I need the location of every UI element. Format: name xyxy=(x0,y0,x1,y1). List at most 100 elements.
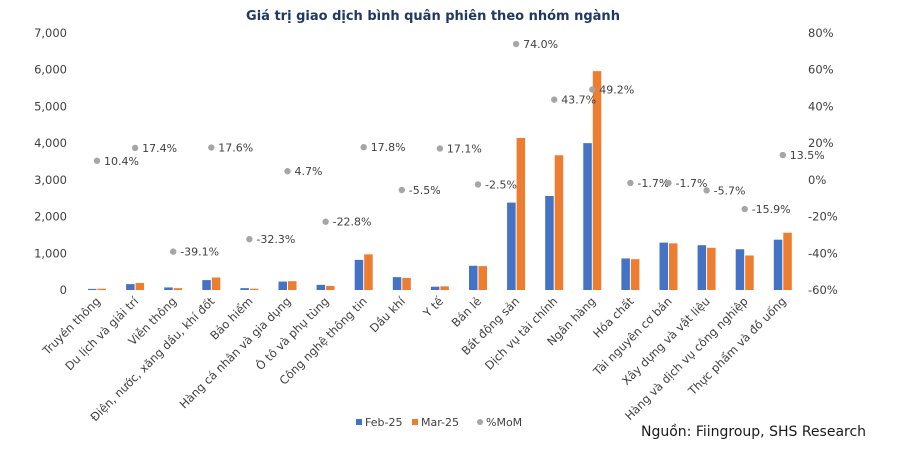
legend: Feb-25 Mar-25 %MoM xyxy=(356,416,522,429)
mom-data-label: 43.7% xyxy=(561,94,596,107)
mom-data-label: -2.5% xyxy=(485,178,517,191)
mom-data-label: 17.8% xyxy=(371,141,406,154)
mom-data-label: 4.7% xyxy=(295,165,323,178)
bar-mar xyxy=(630,259,640,290)
bar-feb xyxy=(469,265,478,290)
bar-feb xyxy=(316,284,326,290)
mom-data-label: 10.4% xyxy=(104,155,139,168)
mom-point xyxy=(208,144,215,151)
bar-mar xyxy=(516,138,526,290)
bar-feb xyxy=(392,277,402,290)
bar-mar xyxy=(135,283,145,290)
mom-data-label: 17.4% xyxy=(142,142,177,155)
bar-mar xyxy=(402,277,411,290)
left-axis-tick: 5,000 xyxy=(34,99,67,113)
axis-ticks: 0 1,000 2,000 3,000 4,000 5,000 6,000 7,000 -60%… xyxy=(34,26,838,297)
bar-mar xyxy=(173,288,183,290)
mom-point xyxy=(360,143,367,151)
bar-feb xyxy=(164,287,173,290)
mom-point xyxy=(589,86,596,93)
right-axis-tick: 80% xyxy=(808,26,834,40)
bar-feb xyxy=(735,249,745,290)
mom-data-label: 17.1% xyxy=(447,142,482,155)
mom-point xyxy=(741,205,748,213)
bar-feb xyxy=(697,245,707,290)
left-axis-tick: 1,000 xyxy=(34,246,67,260)
mom-data-label: -5.5% xyxy=(409,184,441,197)
bar-feb xyxy=(621,258,630,290)
mom-points: 10.4%17.4% -39.1% 17.6% -32.3% 4.7% -22.8% 17.… xyxy=(93,38,825,259)
mom-data-label: 74.0% xyxy=(523,38,558,51)
left-axis-tick: 3,000 xyxy=(34,173,67,187)
mom-point xyxy=(170,248,177,255)
legend-entry: %MoM xyxy=(486,416,522,429)
mom-data-label: -1.7% xyxy=(637,177,669,190)
left-axis-tick: 2,000 xyxy=(34,210,67,224)
bar-mar xyxy=(478,266,487,290)
bar-feb xyxy=(88,288,97,290)
right-axis-tick: -40% xyxy=(808,246,838,260)
mom-point xyxy=(703,187,710,194)
mom-point xyxy=(627,179,634,187)
bar-mar xyxy=(707,247,716,290)
bar-mar xyxy=(783,232,792,290)
category-label: Y tế xyxy=(420,294,447,321)
bar-mar xyxy=(97,288,106,290)
left-axis-tick: 4,000 xyxy=(34,136,67,150)
source-note: Nguồn: Fiingroup, SHS Research xyxy=(641,424,867,440)
bar-feb xyxy=(202,280,211,290)
right-axis-tick: 60% xyxy=(808,63,834,77)
mom-data-label: -15.9% xyxy=(752,203,791,216)
category-label: Bán lẻ xyxy=(449,294,484,329)
mom-point xyxy=(322,218,329,225)
bar-mar xyxy=(440,286,449,290)
mom-point xyxy=(436,145,444,152)
bar-mar xyxy=(745,255,754,290)
mom-point xyxy=(779,151,786,159)
mom-point xyxy=(93,157,101,164)
bar-mar xyxy=(288,281,297,290)
mom-point xyxy=(131,144,139,152)
right-axis-tick: -60% xyxy=(808,283,838,297)
right-axis-tick: -20% xyxy=(808,210,838,224)
bar-feb xyxy=(278,281,287,290)
mom-point xyxy=(512,40,520,48)
bar-mar xyxy=(211,277,221,290)
bar-feb xyxy=(659,242,668,290)
bar-mar xyxy=(554,155,564,290)
legend-marker-mar xyxy=(412,419,418,425)
right-axis-tick: 20% xyxy=(808,136,834,150)
left-axis-tick: 7,000 xyxy=(34,26,67,40)
mom-point xyxy=(665,179,672,187)
mom-data-label: -5.7% xyxy=(714,184,746,197)
bar-mar xyxy=(326,285,335,290)
mom-data-label: -39.1% xyxy=(180,246,219,259)
left-axis-tick: 6,000 xyxy=(34,63,67,77)
mom-data-label: -32.3% xyxy=(256,233,295,246)
bar-feb xyxy=(240,288,249,290)
legend-entry: Feb-25 xyxy=(365,416,402,429)
chart-title: Giá trị giao dịch bình quân phiên theo n… xyxy=(246,9,620,24)
bar-feb xyxy=(507,202,516,290)
right-axis-tick: 0% xyxy=(808,173,826,187)
legend-marker-mom xyxy=(477,419,483,425)
mom-point xyxy=(398,186,405,194)
bar-feb xyxy=(126,284,135,290)
bar-feb xyxy=(583,143,592,290)
bar-mar xyxy=(669,243,678,290)
mom-point xyxy=(284,168,291,175)
bar-feb xyxy=(430,286,440,290)
right-axis-tick: 40% xyxy=(808,99,834,113)
bar-feb xyxy=(773,239,783,290)
mom-point xyxy=(551,96,558,103)
category-label: Dầu khí xyxy=(367,294,409,336)
mom-data-label: 49.2% xyxy=(599,84,634,97)
bar-mar xyxy=(592,71,602,290)
left-axis-tick: 0 xyxy=(60,283,67,297)
mom-point xyxy=(246,235,253,243)
mom-data-label: -22.8% xyxy=(333,216,372,229)
mom-data-label: -1.7% xyxy=(676,177,708,190)
bar-feb xyxy=(354,259,364,290)
